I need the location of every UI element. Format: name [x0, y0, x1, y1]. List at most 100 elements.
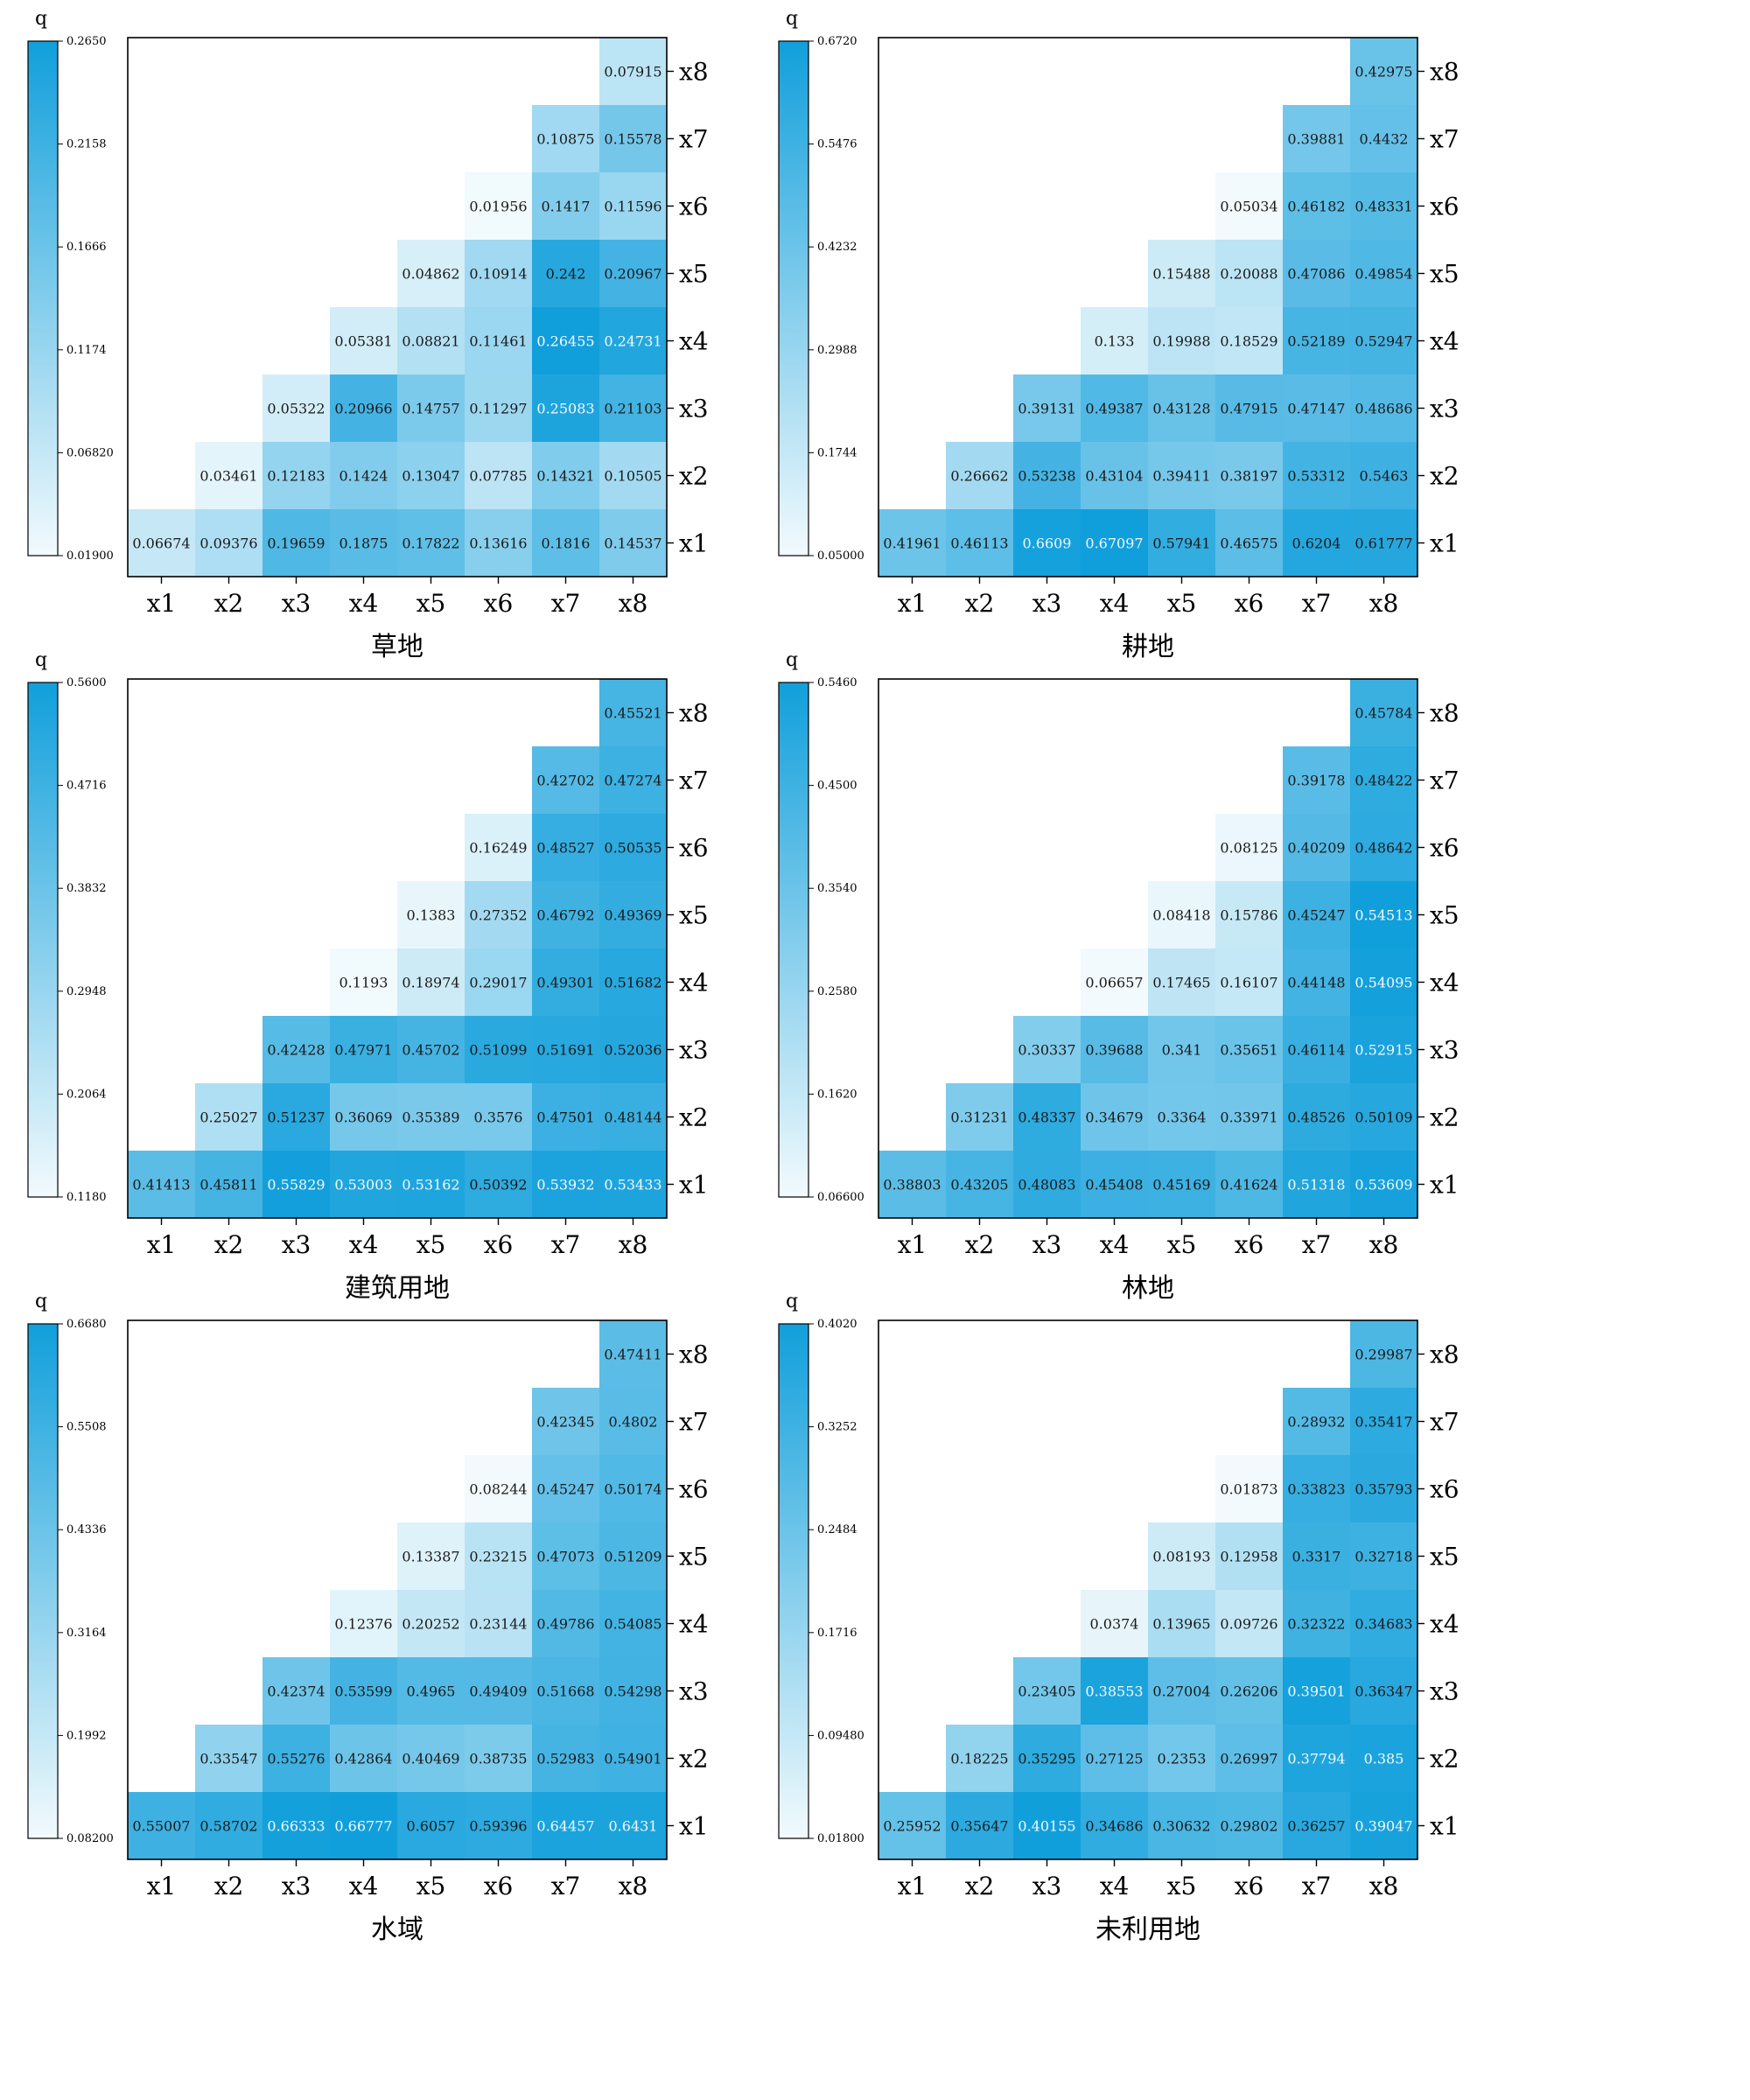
- heatmap-cell: [599, 374, 667, 442]
- heatmap-cell: [397, 509, 465, 577]
- cell-value-label: 0.19659: [267, 536, 325, 552]
- x-tick-label: x7: [551, 1230, 581, 1259]
- y-tick-label: x5: [679, 260, 709, 289]
- heatmap-cell: [128, 509, 195, 577]
- heatmap-cell: [330, 1725, 397, 1792]
- cell-value-label: 0.47501: [536, 1110, 594, 1126]
- cell-value-label: 0.01956: [469, 199, 527, 215]
- cell-value-label: 0.01873: [1220, 1481, 1278, 1498]
- colorbar-tick-label: 0.1744: [817, 446, 858, 459]
- cell-value-label: 0.18225: [950, 1751, 1008, 1768]
- cell-value-label: 0.36347: [1354, 1684, 1412, 1700]
- x-tick-label: x1: [898, 1230, 928, 1259]
- cell-value-label: 0.35389: [402, 1110, 459, 1126]
- heatmap-cell: [1081, 1151, 1148, 1218]
- heatmap-cell: [1215, 1522, 1283, 1590]
- heatmap-cell: [1013, 509, 1081, 577]
- heatmap-cell: [878, 1792, 946, 1859]
- heatmap-cell: [946, 1083, 1013, 1151]
- y-tick-label: x2: [1430, 1103, 1460, 1132]
- x-tick-label: x4: [349, 1872, 379, 1900]
- x-tick-label: x4: [1100, 1230, 1130, 1259]
- cell-value-label: 0.09376: [200, 536, 257, 552]
- heatmap-cell: [465, 948, 532, 1016]
- heatmap-cell: [1283, 746, 1350, 814]
- y-tick-label: x7: [1430, 766, 1460, 795]
- cell-value-label: 0.64457: [536, 1818, 594, 1835]
- panel-xlabel: 耕地: [1122, 632, 1174, 662]
- x-tick-label: x4: [1100, 1872, 1130, 1900]
- cell-value-label: 0.08244: [469, 1481, 527, 1498]
- cell-value-label: 0.3317: [1292, 1549, 1341, 1565]
- x-tick-label: x5: [1167, 589, 1197, 618]
- colorbar-tick-label: 0.2484: [817, 1523, 858, 1536]
- cell-value-label: 0.42345: [536, 1414, 594, 1431]
- cell-value-label: 0.42702: [536, 773, 594, 789]
- cell-value-label: 0.23215: [469, 1549, 527, 1565]
- colorbar-tick-label: 0.6680: [66, 1318, 107, 1331]
- x-tick-label: x5: [1167, 1872, 1197, 1900]
- cell-value-label: 0.37794: [1287, 1751, 1345, 1768]
- colorbar-tick-label: 0.09480: [817, 1729, 864, 1742]
- y-tick-label: x3: [1430, 395, 1460, 424]
- cell-value-label: 0.49387: [1085, 401, 1143, 417]
- x-tick-label: x8: [1369, 1872, 1399, 1900]
- heatmap-cell: [1215, 1016, 1283, 1083]
- heatmap-panels: q 0.2650 0.2158 0.1666 0.1174 0.06820 0.01900 0…: [27, 8, 1460, 1945]
- heatmap-cell: [1148, 307, 1215, 374]
- heatmap-cell: [1350, 1522, 1418, 1590]
- heatmap-cell: [946, 1792, 1013, 1859]
- cell-value-label: 0.39178: [1287, 773, 1345, 789]
- colorbar-tick-label: 0.3832: [66, 882, 107, 895]
- x-tick-label: x2: [965, 589, 995, 618]
- heatmap-cell: [1081, 442, 1148, 509]
- heatmap-cell: [1283, 442, 1350, 509]
- heatmap-cell: [1350, 746, 1418, 814]
- heatmap-cell: [195, 1725, 262, 1792]
- x-tick-label: x6: [484, 1230, 514, 1259]
- heatmap-cell: [465, 442, 532, 509]
- cell-value-label: 0.52947: [1354, 333, 1412, 350]
- heatmap-cell: [397, 1522, 465, 1590]
- heatmap-cell: [397, 1083, 465, 1151]
- colorbar-tick-label: 0.2580: [817, 985, 858, 998]
- heatmap-cell: [1215, 307, 1283, 374]
- cell-value-label: 0.38553: [1085, 1684, 1143, 1700]
- cell-value-label: 0.29017: [469, 975, 527, 991]
- heatmap-cell: [599, 1083, 667, 1151]
- cell-value-label: 0.17822: [402, 536, 459, 552]
- colorbar: [778, 1323, 809, 1839]
- cell-value-label: 0.44148: [1287, 975, 1345, 991]
- cell-value-label: 0.35651: [1220, 1042, 1278, 1059]
- heatmap-cell: [465, 1590, 532, 1657]
- panel-xlabel: 未利用地: [1096, 1914, 1200, 1945]
- heatmap-cell: [1350, 172, 1418, 240]
- heatmap-cell: [599, 948, 667, 1016]
- heatmap-cell: [465, 240, 532, 307]
- heatmap-cell: [599, 814, 667, 881]
- cell-value-label: 0.36257: [1287, 1818, 1345, 1835]
- cell-value-label: 0.41624: [1220, 1177, 1278, 1194]
- heatmap-cell: [599, 1320, 667, 1388]
- x-tick-label: x7: [1302, 1230, 1332, 1259]
- heatmap-cell: [946, 442, 1013, 509]
- cell-value-label: 0.52915: [1354, 1042, 1412, 1059]
- heatmap-cell: [1013, 1083, 1081, 1151]
- colorbar-label: q: [786, 1291, 798, 1312]
- heatmap-cell: [1350, 948, 1418, 1016]
- heatmap-cell: [1350, 307, 1418, 374]
- heatmap-cell: [330, 948, 397, 1016]
- cell-value-label: 0.13047: [402, 468, 459, 485]
- colorbar-tick-label: 0.1992: [66, 1729, 107, 1742]
- y-tick-label: x4: [1430, 1610, 1460, 1639]
- x-tick-label: x5: [416, 1230, 446, 1259]
- y-tick-label: x8: [1430, 699, 1460, 728]
- colorbar-tick-label: 0.1620: [817, 1088, 858, 1101]
- heatmap-cell: [1081, 1016, 1148, 1083]
- heatmap-cell: [532, 1151, 599, 1218]
- cell-value-label: 0.26455: [536, 333, 594, 350]
- heatmap-cell: [1013, 1657, 1081, 1725]
- cell-value-label: 0.47971: [334, 1042, 392, 1059]
- cell-value-label: 0.38803: [883, 1177, 941, 1194]
- cell-value-label: 0.25083: [536, 401, 594, 417]
